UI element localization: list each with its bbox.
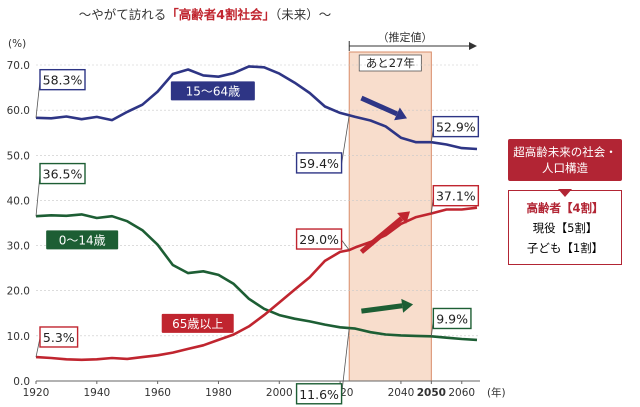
- callout-box: [295, 383, 343, 405]
- y-tick-label: 50.0: [7, 150, 30, 162]
- panel-item-elderly: 高齢者【4割】: [526, 201, 604, 215]
- x-tick-label: 2040: [388, 387, 415, 399]
- callout-value: 9.9%: [436, 311, 468, 326]
- callout-leader: [341, 239, 350, 251]
- future-structure-panel: 超高齢未来の社会・人口構造 高齢者【4割】 現役【5割】 子ども【1割】: [508, 139, 622, 265]
- callout-value: 59.4%: [299, 156, 339, 171]
- x-unit-label: (年): [487, 386, 506, 399]
- panel-body: 高齢者【4割】 現役【5割】 子ども【1割】: [508, 190, 622, 265]
- series-label-box: [46, 230, 119, 250]
- y-tick-label: 40.0: [7, 195, 30, 207]
- callout-value: 29.0%: [299, 232, 339, 247]
- x-tick-label: 1960: [144, 387, 171, 399]
- y-unit-label: (%): [8, 38, 26, 50]
- trend-arrow-shaft: [360, 95, 398, 117]
- x-tick-label: 1940: [83, 387, 110, 399]
- y-tick-label: 10.0: [7, 331, 30, 343]
- callout-box: [39, 326, 79, 348]
- trend-arrow-head: [394, 107, 408, 121]
- y-tick-label: 60.0: [7, 105, 30, 117]
- callout-box: [39, 68, 86, 91]
- region-label-box: [358, 54, 422, 72]
- callout-value: 37.1%: [436, 189, 476, 204]
- panel-arrow-icon: [558, 189, 572, 197]
- trend-arrow-head: [401, 298, 414, 313]
- y-tick-label: 20.0: [7, 286, 30, 298]
- callout-value: 58.3%: [43, 73, 83, 88]
- trend-arrow-shaft: [361, 303, 403, 314]
- callout-leader: [341, 328, 350, 395]
- callout-value: 5.3%: [43, 330, 75, 345]
- title-highlight: 「高齢者4割社会」: [166, 7, 275, 22]
- series-label: 0～14歳: [59, 233, 106, 247]
- x-tick-label: 2060: [448, 387, 475, 399]
- y-tick-label: 70.0: [7, 60, 30, 72]
- series-label: 65歳以上: [172, 317, 223, 331]
- callout-box: [432, 184, 480, 207]
- chart-title: ～やがて訪れる「高齢者4割社会」（未来）～: [79, 7, 331, 22]
- region-label: あと27年: [366, 56, 415, 70]
- callout-box: [295, 152, 343, 174]
- x-tick-label: 1920: [23, 387, 50, 399]
- x-tick-label: 1980: [205, 387, 232, 399]
- series-label: 15～64歳: [186, 84, 241, 98]
- callout-value: 52.9%: [436, 120, 476, 135]
- series-label-box: [170, 81, 255, 101]
- panel-header: 超高齢未来の社会・人口構造: [508, 139, 622, 181]
- series-label-box: [161, 313, 234, 333]
- callout-box: [432, 307, 472, 330]
- panel-item-working: 現役【5割】: [532, 221, 598, 235]
- series-line-0: [35, 65, 478, 151]
- callout-box: [39, 162, 86, 185]
- callout-value: 11.6%: [299, 387, 339, 402]
- callout-box: [432, 115, 480, 138]
- title-after: （未来）～: [275, 7, 331, 22]
- series-line-1: [35, 213, 478, 342]
- panel-item-children: 子ども【1割】: [526, 241, 604, 255]
- x-tick-label: 2000: [266, 387, 293, 399]
- trend-arrow-shaft: [359, 216, 404, 254]
- callout-box: [295, 228, 343, 250]
- series-line-2: [35, 206, 478, 362]
- y-tick-label: 30.0: [7, 241, 30, 253]
- callout-value: 36.5%: [43, 167, 83, 182]
- trend-arrow-head: [397, 211, 411, 224]
- estimate-label: （推定値）: [378, 30, 433, 44]
- callout-leader: [341, 115, 350, 164]
- x-tick-label: 2050: [417, 387, 446, 399]
- title-before: ～やがて訪れる: [79, 7, 167, 22]
- y-tick-label: 0.0: [13, 376, 30, 388]
